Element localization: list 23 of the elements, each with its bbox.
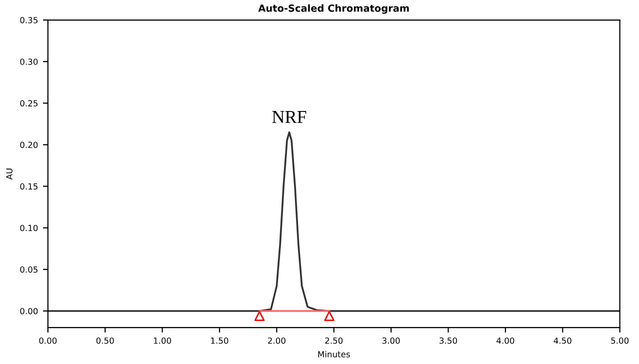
- y-tick-label: 0.30: [20, 58, 38, 65]
- x-tick-label: 3.00: [382, 337, 400, 344]
- y-tick-label: 0.20: [20, 142, 38, 148]
- x-tick-label: 4.50: [554, 337, 572, 344]
- y-tick-label: 0.35: [20, 17, 38, 24]
- y-tick-label: 0.00: [20, 308, 38, 314]
- y-tick-label: 0.15: [20, 183, 38, 190]
- x-tick-label: 5.00: [611, 337, 629, 344]
- y-tick-label: 0.05: [20, 266, 38, 273]
- x-tick-label: 2.00: [268, 337, 286, 344]
- chart-title: Auto-Scaled Chromatogram: [258, 4, 409, 14]
- x-tick-label: 1.00: [154, 337, 172, 344]
- y-tick-label: 0.10: [20, 224, 38, 232]
- annotation: NRF: [272, 111, 306, 123]
- x-axis-title: Minutes: [318, 350, 350, 358]
- y-axis-title: AU: [6, 168, 12, 180]
- x-tick-label: 3.50: [440, 337, 457, 344]
- y-tick-label: 0.25: [20, 100, 38, 106]
- x-tick-label: 1.50: [211, 337, 228, 344]
- x-tick-label: 0.00: [39, 337, 57, 344]
- x-tick-label: 0.50: [96, 337, 114, 344]
- x-tick-label: 2.50: [325, 337, 343, 344]
- x-tick-label: 4.00: [496, 337, 514, 344]
